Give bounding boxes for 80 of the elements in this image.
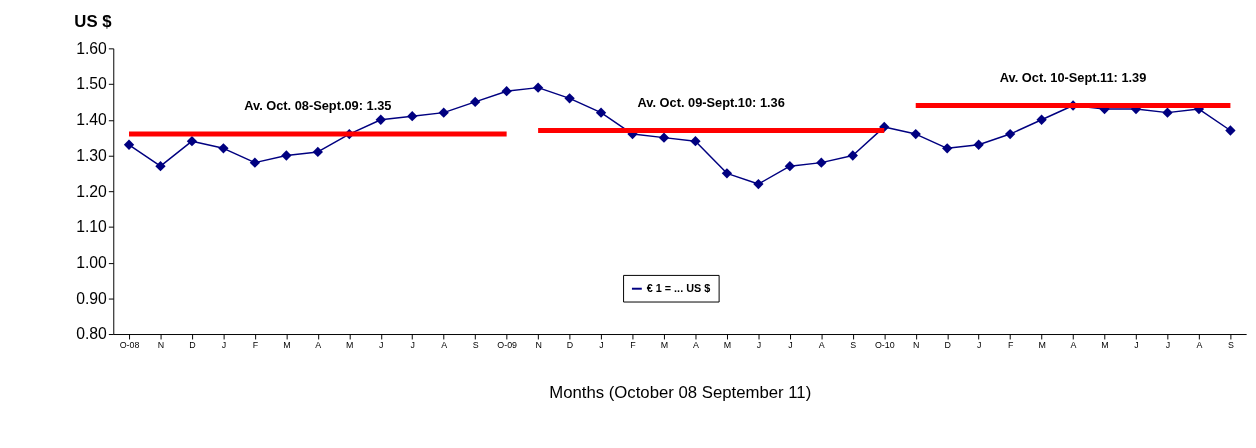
x-tick-label: A — [818, 340, 825, 351]
x-tick-label: M — [723, 340, 732, 351]
point — [407, 111, 418, 122]
annotation: Av. Oct. 10-Sept.11: 1.39 — [999, 69, 1147, 85]
x-tick-label: J — [1134, 340, 1139, 351]
point — [1225, 125, 1236, 136]
point — [753, 178, 764, 190]
point — [721, 168, 733, 179]
x-tick-label: J — [410, 340, 415, 351]
point — [532, 82, 544, 93]
x-tick-label: O-08 — [119, 340, 140, 351]
x-tick-label: M — [346, 340, 354, 351]
x-tick-label: F — [630, 340, 637, 351]
x-axis-title: Months (October 08 September 11) — [549, 382, 812, 402]
x-tick-label: M — [1101, 340, 1109, 351]
x-tick-label: J — [976, 340, 982, 351]
x-tick-label: F — [1007, 340, 1014, 351]
x-tick-label: A — [692, 340, 699, 351]
x-tick-label: M — [283, 340, 291, 351]
x-tick-label: F — [252, 340, 259, 351]
point — [155, 161, 166, 172]
x-tick-label: N — [157, 340, 165, 351]
x-tick-label: A — [1196, 340, 1203, 351]
point — [690, 136, 701, 147]
y-tick-label: 1.30 — [76, 146, 108, 164]
x-tick-label: O-10 — [874, 340, 895, 351]
x-tick-label: M — [1038, 340, 1046, 351]
point — [847, 150, 858, 161]
y-tick-label: 1.00 — [76, 254, 108, 272]
x-tick-label: N — [535, 340, 542, 351]
point — [784, 161, 796, 172]
y-tick-label: 1.60 — [76, 39, 108, 57]
x-tick-label: A — [1070, 340, 1077, 351]
point — [942, 143, 953, 154]
point — [312, 146, 323, 158]
x-tick-label: J — [1165, 340, 1171, 351]
point — [1162, 107, 1173, 118]
point — [375, 114, 386, 125]
x-tick-label: J — [788, 340, 793, 351]
x-tick-label: J — [379, 340, 384, 351]
y-tick-label: 1.20 — [76, 182, 108, 200]
legend-label: € 1 = ... US $ — [646, 281, 711, 294]
y-tick-label: 1.50 — [76, 75, 108, 93]
point — [249, 157, 261, 168]
point — [281, 150, 292, 161]
x-tick-label: S — [850, 340, 857, 351]
point — [501, 86, 512, 97]
y-tick-label: 0.80 — [76, 325, 108, 343]
point — [1004, 128, 1016, 140]
point — [123, 139, 135, 150]
y-axis-title: US $ — [74, 12, 113, 32]
point — [438, 107, 449, 118]
x-tick-label: M — [660, 340, 669, 351]
y-tick-label: 0.90 — [76, 289, 108, 307]
x-tick-label: D — [566, 340, 574, 351]
y-tick-label: 1.10 — [76, 218, 108, 236]
x-tick-label: A — [441, 340, 448, 351]
point — [1036, 114, 1047, 125]
x-tick-label: D — [944, 340, 951, 351]
x-tick-label: N — [913, 340, 920, 351]
point — [658, 132, 670, 143]
annotation: Av. Oct. 08-Sept.09: 1.35 — [244, 98, 392, 114]
annotation: Av. Oct. 09-Sept.10: 1.36 — [637, 94, 785, 110]
point — [470, 96, 481, 108]
point — [910, 128, 921, 140]
x-tick-label: S — [1227, 340, 1234, 351]
x-tick-label: A — [315, 340, 322, 351]
x-tick-label: D — [189, 340, 196, 351]
point — [186, 136, 198, 147]
point — [218, 143, 229, 154]
x-tick-label: O-09 — [497, 340, 518, 351]
x-tick-label: J — [599, 340, 604, 351]
point — [973, 139, 984, 150]
y-tick-label: 1.40 — [76, 111, 108, 129]
x-tick-label: J — [756, 340, 762, 351]
point — [816, 157, 827, 168]
x-tick-label: J — [221, 340, 227, 351]
point — [564, 93, 575, 104]
point — [595, 107, 607, 118]
x-tick-label: S — [472, 340, 479, 351]
